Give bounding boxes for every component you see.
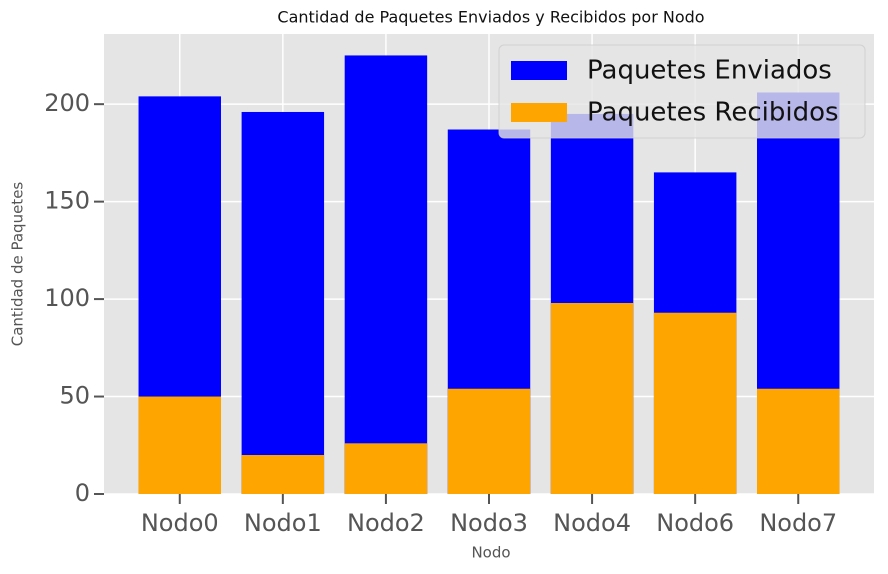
y-axis-label: Cantidad de Paquetes: [9, 182, 27, 347]
x-axis-label: Nodo: [471, 544, 510, 562]
x-tick-label: Nodo3: [450, 509, 528, 537]
y-tick-label: 50: [59, 382, 90, 410]
bar: [241, 455, 325, 494]
bar: [653, 312, 737, 494]
y-tick-label: 100: [44, 284, 90, 312]
bar: [447, 388, 531, 494]
bar: [344, 55, 428, 495]
legend-swatch: [511, 103, 567, 122]
bar: [550, 302, 634, 494]
x-tick-label: Nodo6: [656, 509, 734, 537]
bar: [241, 111, 325, 495]
y-tick-label: 200: [44, 89, 90, 117]
x-tick-label: Nodo7: [759, 509, 837, 537]
legend-box: [498, 44, 866, 139]
legend-swatch: [511, 61, 567, 80]
y-tick-label: 150: [44, 187, 90, 215]
x-tick-label: Nodo0: [141, 509, 219, 537]
y-tick-label: 0: [75, 479, 90, 507]
bar: [138, 396, 221, 494]
bar: [344, 443, 428, 494]
legend-label: Paquetes Recibidos: [587, 98, 839, 128]
chart-title: Cantidad de Paquetes Enviados y Recibido…: [277, 8, 704, 27]
x-tick-label: Nodo4: [553, 509, 631, 537]
x-tick-label: Nodo2: [347, 509, 425, 537]
bar: [757, 388, 840, 494]
x-tick-label: Nodo1: [244, 509, 322, 537]
legend-label: Paquetes Enviados: [587, 56, 832, 86]
